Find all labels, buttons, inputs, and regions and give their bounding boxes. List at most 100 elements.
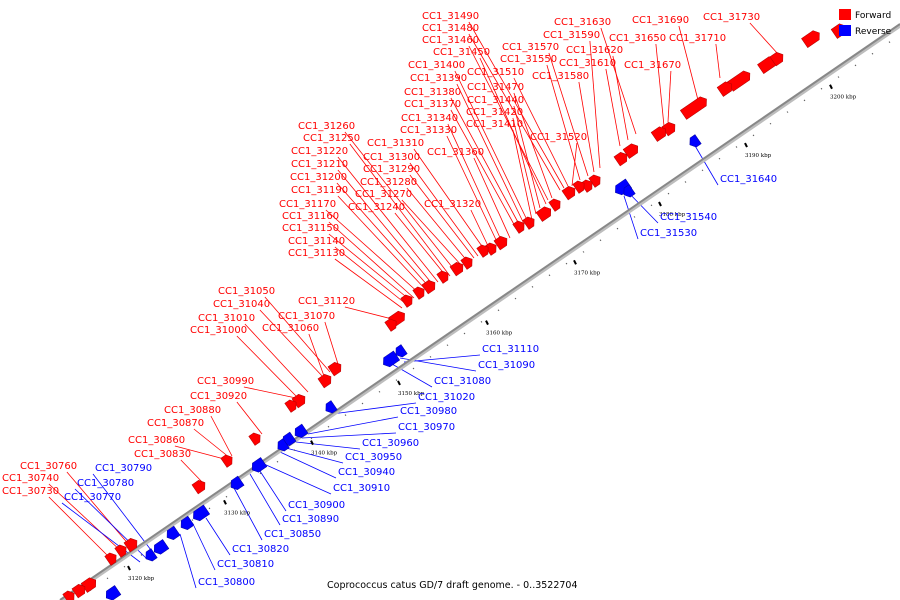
forward-gene-label: CC1_31170 — [279, 199, 336, 210]
reverse-leader-line — [257, 467, 287, 512]
forward-gene-label: CC1_30730 — [2, 486, 59, 497]
forward-gene-arrow — [123, 538, 138, 553]
forward-gene-label: CC1_31310 — [367, 138, 424, 149]
scale-tick-mark — [310, 440, 314, 446]
reverse-leader-line — [331, 402, 417, 415]
reverse-leader-line — [623, 195, 639, 240]
forward-gene-label: CC1_31250 — [303, 133, 360, 144]
forward-gene-label: CC1_31210 — [291, 159, 348, 170]
scale-minor-tick — [293, 449, 296, 451]
forward-leader-line — [264, 296, 331, 373]
forward-gene-label: CC1_31440 — [467, 95, 524, 106]
reverse-leader-line — [205, 517, 231, 556]
reverse-gene-label: CC1_30950 — [345, 452, 402, 463]
forward-gene-label: CC1_31570 — [502, 42, 559, 53]
forward-gene-label: CC1_31120 — [298, 296, 355, 307]
legend: Forward Reverse — [839, 9, 892, 37]
forward-gene-label: CC1_31200 — [290, 172, 347, 183]
reverse-gene-label: CC1_30970 — [398, 422, 455, 433]
reverse-gene-label: CC1_30940 — [338, 467, 395, 478]
forward-leader-line — [180, 459, 205, 485]
forward-leader-line — [749, 22, 779, 55]
reverse-leader-line — [61, 502, 141, 563]
forward-leader-line — [447, 123, 503, 243]
forward-leader-line — [394, 212, 447, 277]
forward-gene-label: CC1_31510 — [467, 67, 524, 78]
forward-leader-line — [513, 105, 541, 209]
reverse-gene-arrow — [105, 585, 122, 600]
forward-leader-line — [334, 246, 407, 305]
forward-gene-label: CC1_31370 — [404, 99, 461, 110]
forward-leader-line — [334, 258, 403, 309]
forward-gene-label: CC1_31140 — [288, 236, 345, 247]
reverse-leader-line — [193, 525, 216, 571]
scale-tick-label: 3200 kbp — [830, 95, 857, 101]
forward-leader-line — [344, 131, 457, 273]
forward-leader-line — [401, 199, 463, 267]
reverse-gene-label: CC1_30770 — [64, 492, 121, 503]
scale-minor-tick — [701, 169, 704, 172]
reverse-leader-line — [693, 143, 719, 186]
forward-gene-arrow — [476, 244, 489, 258]
scale-tick-mark — [658, 201, 662, 207]
scale-tick-label: 3140 kbp — [311, 451, 338, 457]
forward-gene-arrow — [622, 143, 639, 159]
forward-leader-line — [456, 83, 525, 225]
forward-gene-label: CC1_31580 — [532, 71, 589, 82]
scale-minor-tick — [225, 495, 228, 498]
scale-minor-tick — [123, 565, 126, 568]
reverse-leader-line — [249, 473, 281, 526]
forward-leader-line — [655, 43, 665, 127]
forward-gene-label: CC1_31520 — [530, 132, 587, 143]
forward-gene-arrow — [400, 294, 413, 308]
forward-gene-label: CC1_30880 — [164, 405, 221, 416]
forward-leader-line — [454, 70, 529, 223]
forward-leader-line — [174, 445, 229, 461]
forward-leader-line — [48, 496, 113, 561]
forward-leader-line — [337, 195, 427, 291]
reverse-leader-line — [179, 533, 197, 589]
forward-gene-arrow — [522, 216, 535, 230]
forward-gene-label: CC1_30740 — [2, 473, 59, 484]
reverse-gene-arrow — [193, 504, 211, 522]
reverse-gene-label: CC1_30790 — [95, 463, 152, 474]
forward-gene-arrow — [613, 152, 628, 167]
scale-minor-tick — [531, 286, 534, 288]
scale-tick-label: 3130 kbp — [224, 510, 251, 516]
reverse-gene-label: CC1_30960 — [362, 438, 419, 449]
forward-gene-label: CC1_31150 — [282, 223, 339, 234]
forward-gene-label: CC1_31320 — [424, 199, 481, 210]
reverse-leader-line — [285, 447, 344, 464]
scale-tick-mark — [397, 380, 401, 386]
scale-minor-tick — [667, 192, 670, 195]
forward-gene-label: CC1_31630 — [554, 17, 611, 28]
forward-gene-label: CC1_31130 — [288, 248, 345, 259]
forward-gene-label: CC1_31730 — [703, 12, 760, 23]
forward-leader-line — [328, 233, 411, 301]
scale-minor-tick — [871, 52, 874, 55]
forward-leader-line — [236, 335, 299, 399]
scale-minor-tick — [684, 181, 687, 183]
scale-tick-mark — [573, 259, 577, 265]
reverse-leader-line — [233, 487, 263, 541]
forward-gene-arrow — [679, 96, 707, 120]
reverse-gene-label: CC1_30980 — [400, 406, 457, 417]
forward-gene-arrow — [716, 81, 733, 97]
scale-minor-tick — [446, 344, 449, 347]
forward-gene-arrow — [561, 186, 576, 201]
forward-gene-label: CC1_31360 — [427, 147, 484, 158]
scale-minor-tick — [140, 554, 143, 556]
reverse-gene-label: CC1_31640 — [720, 174, 777, 185]
forward-gene-arrow — [317, 374, 332, 389]
scale-minor-tick — [395, 379, 398, 382]
scale-tick-label: 3160 kbp — [486, 331, 513, 337]
forward-gene-label: CC1_30760 — [20, 461, 77, 472]
forward-leader-line — [349, 143, 451, 277]
reverse-leader-line — [279, 451, 337, 479]
forward-gene-label: CC1_31160 — [282, 211, 339, 222]
scale-minor-tick — [820, 87, 823, 90]
reverse-gene-arrow — [166, 525, 181, 540]
forward-gene-arrow — [421, 280, 436, 295]
scale-minor-tick — [803, 99, 806, 102]
forward-gene-label: CC1_31290 — [363, 164, 420, 175]
